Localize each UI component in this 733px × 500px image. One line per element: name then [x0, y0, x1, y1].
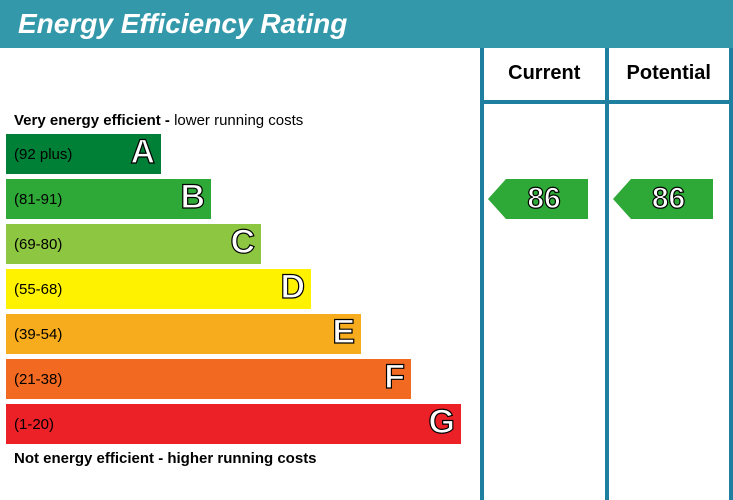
- band-range: (55-68): [6, 281, 62, 298]
- band-bar-c: (69-80) C: [6, 224, 261, 264]
- band-range: (39-54): [6, 326, 62, 343]
- band-letter: F: [384, 358, 405, 397]
- score-column-current: Current 86: [480, 48, 605, 500]
- arrow-left-icon: [613, 179, 631, 219]
- efficient-note-rest: lower running costs: [174, 112, 303, 129]
- title-text: Energy Efficiency Rating: [18, 8, 347, 39]
- band-letter: E: [332, 313, 355, 352]
- body: Very energy efficient - lower running co…: [0, 48, 733, 500]
- score-columns: Current 86 Potential 86: [480, 48, 733, 500]
- band-bar-b: (81-91) B: [6, 179, 211, 219]
- band-letter: G: [429, 403, 455, 442]
- column-header: Potential: [609, 48, 730, 104]
- band-range: (92 plus): [6, 146, 72, 163]
- band-range: (69-80): [6, 236, 62, 253]
- score-column-potential: Potential 86: [605, 48, 730, 500]
- band-letter: A: [130, 133, 155, 172]
- band-bar-d: (55-68) D: [6, 269, 311, 309]
- band-bar-a: (92 plus) A: [6, 134, 161, 174]
- band-bar-e: (39-54) E: [6, 314, 361, 354]
- column-header: Current: [484, 48, 605, 104]
- epc-chart: Energy Efficiency Rating Very energy eff…: [0, 0, 733, 500]
- title-bar: Energy Efficiency Rating: [0, 0, 733, 48]
- band-bars: (92 plus) A (81-91) B (69-80) C (55-68) D (39-54…: [6, 134, 461, 449]
- inefficient-note: Not energy efficient - higher running co…: [14, 450, 317, 467]
- band-letter: B: [180, 178, 205, 217]
- band-bar-f: (21-38) F: [6, 359, 411, 399]
- arrow-left-icon: [488, 179, 506, 219]
- band-range: (1-20): [6, 416, 54, 433]
- band-letter: D: [280, 268, 305, 307]
- bands-panel: Very energy efficient - lower running co…: [0, 48, 480, 500]
- efficient-note: Very energy efficient - lower running co…: [14, 112, 303, 129]
- score-pointer: 86: [613, 179, 713, 219]
- score-value: 86: [506, 179, 588, 219]
- band-bar-g: (1-20) G: [6, 404, 461, 444]
- band-range: (21-38): [6, 371, 62, 388]
- band-letter: C: [230, 223, 255, 262]
- band-range: (81-91): [6, 191, 62, 208]
- efficient-note-bold: Very energy efficient -: [14, 112, 174, 129]
- score-pointer: 86: [488, 179, 588, 219]
- score-value: 86: [631, 179, 713, 219]
